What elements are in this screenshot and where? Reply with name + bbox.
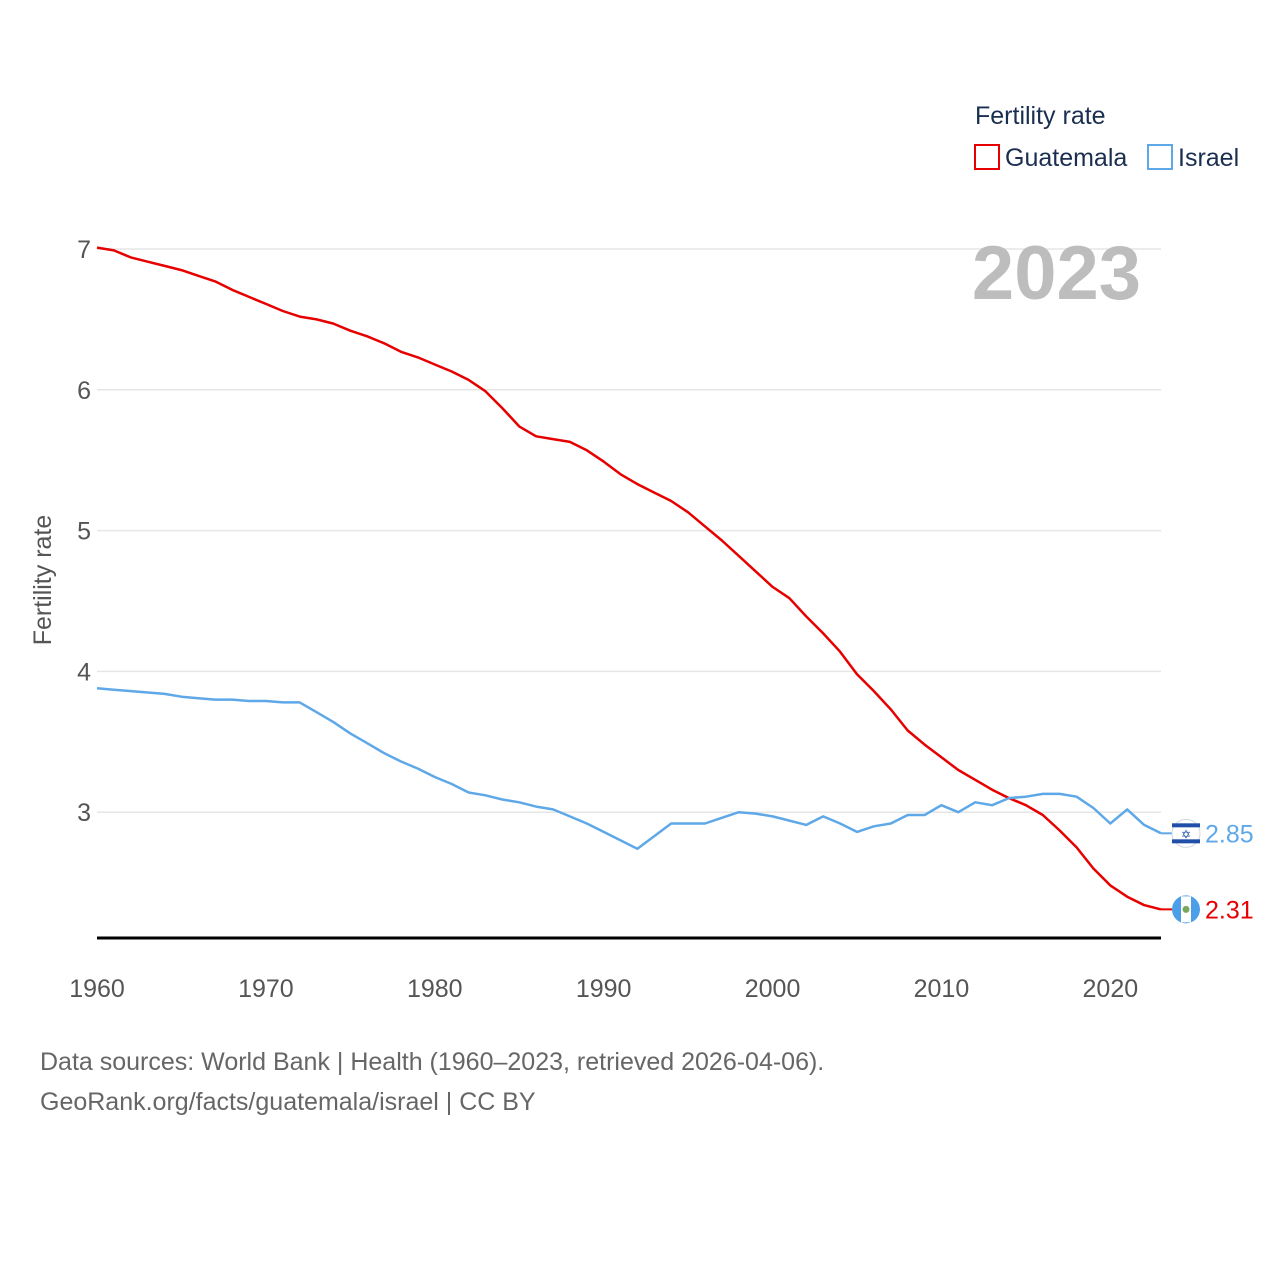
y-tick-label: 5 [77,518,91,546]
x-tick-label: 1970 [238,975,294,1003]
data-sources-text: Data sources: World Bank | Health (1960–… [40,1048,825,1076]
series-lines [96,246,1162,911]
footer: Data sources: World Bank | Health (1960–… [40,1042,824,1122]
x-tick-label: 2000 [745,975,801,1003]
gridlines [97,248,1161,813]
x-tick-label: 2020 [1083,975,1139,1003]
y-tick-label: 4 [77,658,91,686]
legend-swatch-guatemala[interactable] [974,144,1000,170]
y-axis-ticks: 3 4 5 6 7 [77,236,91,827]
israel-flag-icon: ✡ [1171,818,1201,848]
y-tick-label: 6 [77,377,91,405]
x-axis-ticks: 1960 1970 1980 1990 2000 2010 2020 [69,975,1138,1003]
legend-label-guatemala[interactable]: Guatemala [1005,144,1127,172]
legend-label-israel[interactable]: Israel [1178,144,1239,172]
legend: Fertility rate Guatemala Israel [974,102,1239,172]
x-tick-label: 2010 [914,975,970,1003]
end-value-label-israel: 2.85 [1205,820,1254,848]
svg-text:✡: ✡ [1181,827,1191,841]
series-line-israel[interactable] [96,687,1162,851]
x-tick-label: 1990 [576,975,632,1003]
legend-swatch-israel[interactable] [1147,144,1173,170]
x-tick-label: 1980 [407,975,463,1003]
series-line-guatemala[interactable] [96,246,1162,911]
legend-title: Fertility rate [975,102,1106,130]
end-markers: 2.31 ✡ 2.85 [1161,818,1254,924]
credit-text[interactable]: GeoRank.org/facts/guatemala/israel | CC … [40,1088,536,1116]
y-axis-label: Fertility rate [29,515,57,646]
guatemala-flag-icon [1172,895,1200,924]
end-value-label-guatemala: 2.31 [1205,896,1254,924]
y-tick-label: 3 [77,799,91,827]
y-tick-label: 7 [77,236,91,264]
x-tick-label: 1960 [69,975,125,1003]
fertility-rate-chart: 3 4 5 6 7 1960 1970 1980 1990 2000 2010 2020 Ferti… [29,102,1254,1003]
year-label: 2023 [972,231,1141,316]
